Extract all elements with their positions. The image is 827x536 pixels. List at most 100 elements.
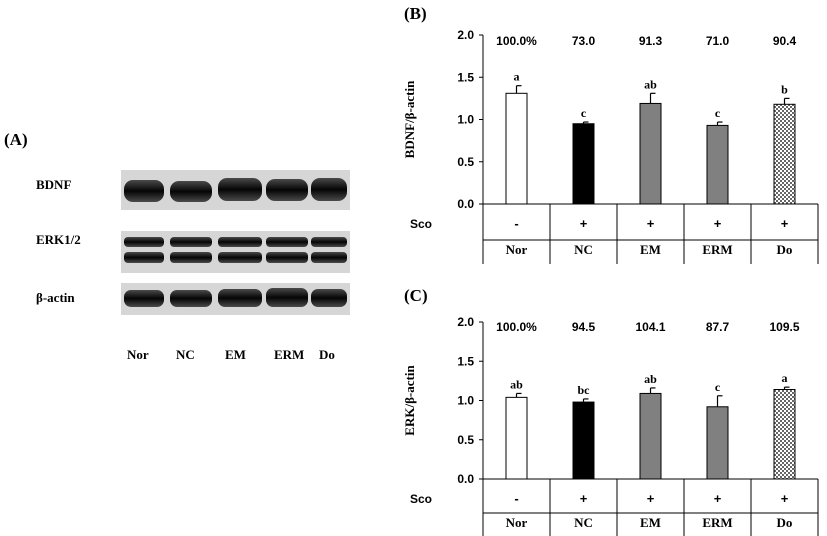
significance-letter: a: [782, 371, 788, 385]
percent-label: 71.0: [706, 34, 730, 48]
bar: [505, 92, 528, 205]
band: [170, 181, 212, 202]
bar: [773, 389, 796, 480]
y-tick-label: 2.0: [457, 315, 474, 329]
percent-label: 100.0%: [496, 34, 537, 48]
y-tick-label: 0.5: [457, 433, 474, 447]
bar: [639, 392, 662, 480]
significance-letter: ab: [510, 377, 523, 391]
bar: [706, 124, 729, 205]
significance-letter: b: [781, 82, 788, 96]
lane-label: ERM: [274, 347, 304, 362]
x-tick-label: ERM: [702, 515, 732, 530]
sco-sign: -: [514, 216, 518, 231]
percent-label: 90.4: [773, 34, 797, 48]
lane-label: Nor: [127, 347, 149, 362]
x-tick-label: Nor: [506, 515, 528, 530]
significance-letter: bc: [578, 383, 591, 397]
x-tick-label: EM: [640, 242, 661, 257]
sco-sign: +: [580, 491, 588, 506]
significance-letter: ab: [644, 372, 657, 386]
band: [124, 290, 164, 307]
lane-label: NC: [176, 347, 195, 362]
band: [124, 252, 164, 263]
bar: [773, 103, 796, 205]
x-tick-label: Do: [777, 515, 793, 530]
band: [311, 237, 347, 247]
percent-label: 109.5: [769, 320, 799, 334]
y-tick-label: 1.0: [457, 394, 474, 408]
panel-a: (A) BDNF ERK1/2 β-actin: [4, 130, 350, 362]
significance-letter: c: [715, 106, 721, 120]
sco-label: Sco: [410, 492, 432, 506]
lane-label: Do: [319, 347, 335, 362]
band: [218, 178, 262, 201]
y-tick-label: 0.0: [457, 197, 474, 211]
band: [311, 178, 347, 201]
band: [170, 290, 212, 307]
y-tick-label: 1.0: [457, 113, 474, 127]
band: [170, 252, 212, 263]
y-tick-label: 0.5: [457, 155, 474, 169]
sco-sign: +: [781, 216, 789, 231]
bar: [505, 396, 528, 480]
band-label-erk: ERK1/2: [36, 232, 81, 247]
percent-label: 91.3: [639, 34, 663, 48]
lane-label: EM: [225, 347, 246, 362]
sco-sign: +: [714, 216, 722, 231]
bar: [572, 123, 595, 205]
panel-c-label: (C): [404, 286, 428, 305]
y-axis-label: BDNF/β-actin: [402, 80, 417, 158]
sco-label: Sco: [410, 217, 432, 231]
actin-blot: [121, 283, 350, 315]
percent-label: 100.0%: [496, 320, 537, 334]
y-tick-label: 1.5: [457, 70, 474, 84]
band: [266, 288, 308, 307]
bar: [706, 406, 729, 480]
y-axis-label: ERK/β-actin: [402, 365, 417, 436]
bar: [572, 401, 595, 480]
band: [218, 237, 262, 247]
significance-letter: c: [581, 106, 587, 120]
sco-sign: +: [781, 491, 789, 506]
panel-b-label: (B): [404, 4, 427, 23]
significance-letter: a: [514, 70, 520, 84]
significance-letter: ab: [644, 77, 657, 91]
band: [266, 237, 308, 247]
band: [311, 289, 347, 307]
bdnf-blot: [121, 170, 350, 210]
band-label-actin: β-actin: [36, 290, 75, 305]
panel-b-chart: (B) 0.0 0.5 1.0 1.5 2.0 BDNF/β-actin Sco a 100.0…: [402, 4, 819, 264]
x-tick-label: NC: [574, 515, 593, 530]
y-tick-label: 2.0: [457, 28, 474, 42]
band: [266, 179, 308, 201]
erk-blot: [121, 231, 350, 273]
panel-c-chart: (C) 0.0 0.5 1.0 1.5 2.0 ERK/β-actin Sco ab 100.0…: [402, 286, 819, 536]
band-label-bdnf: BDNF: [36, 177, 71, 192]
panel-a-label: (A): [4, 130, 28, 149]
significance-letter: c: [715, 380, 721, 394]
sco-sign: +: [580, 216, 588, 231]
sco-sign: +: [647, 216, 655, 231]
sco-sign: +: [714, 491, 722, 506]
band: [124, 180, 164, 202]
band: [124, 237, 164, 247]
sco-sign: -: [514, 491, 518, 506]
band: [218, 289, 262, 307]
y-tick-label: 0.0: [457, 472, 474, 486]
x-tick-label: Nor: [506, 242, 528, 257]
band: [311, 252, 347, 263]
percent-label: 73.0: [572, 34, 596, 48]
percent-label: 94.5: [572, 320, 596, 334]
band: [170, 237, 212, 247]
percent-label: 87.7: [706, 320, 730, 334]
band: [218, 252, 262, 263]
x-tick-label: NC: [574, 242, 593, 257]
y-tick-label: 1.5: [457, 354, 474, 368]
bar: [639, 102, 662, 205]
x-tick-label: ERM: [702, 242, 732, 257]
x-tick-label: EM: [640, 515, 661, 530]
sco-sign: +: [647, 491, 655, 506]
x-tick-label: Do: [777, 242, 793, 257]
